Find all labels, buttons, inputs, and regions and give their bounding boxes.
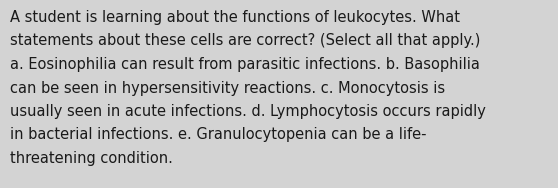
Text: can be seen in hypersensitivity reactions. c. Monocytosis is: can be seen in hypersensitivity reaction…: [10, 80, 445, 96]
Text: in bacterial infections. e. Granulocytopenia can be a life-: in bacterial infections. e. Granulocytop…: [10, 127, 426, 143]
Text: A student is learning about the functions of leukocytes. What: A student is learning about the function…: [10, 10, 460, 25]
Text: statements about these cells are correct? (Select all that apply.): statements about these cells are correct…: [10, 33, 480, 49]
Text: usually seen in acute infections. d. Lymphocytosis occurs rapidly: usually seen in acute infections. d. Lym…: [10, 104, 486, 119]
Text: a. Eosinophilia can result from parasitic infections. b. Basophilia: a. Eosinophilia can result from parasiti…: [10, 57, 480, 72]
Text: threatening condition.: threatening condition.: [10, 151, 173, 166]
